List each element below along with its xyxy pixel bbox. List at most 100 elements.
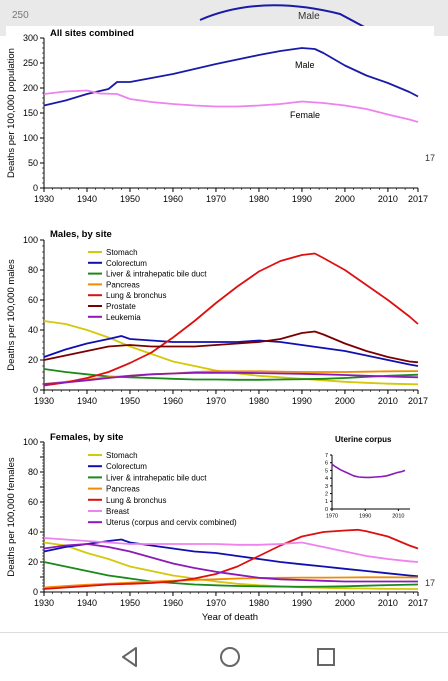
- chart1-x-tick-label: 1980: [249, 396, 269, 406]
- recents-button[interactable]: [312, 643, 340, 671]
- chart3-y-tick-label: 1: [325, 499, 328, 505]
- background-male-line: [199, 4, 371, 31]
- chart0-y-tick-label: 200: [23, 83, 38, 93]
- chart0-y-tick-label: 100: [23, 133, 38, 143]
- chart2-y-tick-label: 20: [28, 557, 38, 567]
- chart0-y-tick-label: 150: [23, 108, 38, 118]
- chart-males-by-site: 0 20 40 60 80 100 1930 1940 1950 1960 1970 1980 1990…: [6, 229, 428, 406]
- chart2-series-line-liver-intrahepatic-bile-duct: [43, 561, 419, 588]
- chart2-legend-label-liver-intrahepatic-bile-duct: Liver & intrahepatic bile duct: [106, 473, 207, 482]
- chart2-x-tick-label: 1960: [163, 598, 183, 608]
- chart1-y-tick-label: 0: [33, 385, 38, 395]
- chart1-x-tick-label: 1950: [120, 396, 140, 406]
- right-edge-label-2: 17: [425, 578, 435, 588]
- background-header: 250 Male: [12, 4, 371, 31]
- chart2-x-tick-label: 1980: [249, 598, 269, 608]
- chart2-series-line-stomach: [43, 541, 419, 590]
- chart2-x-axis-label: Year of death: [202, 612, 258, 623]
- chart2-legend-label-breast: Breast: [106, 507, 130, 516]
- chart1-y-tick-label: 80: [28, 265, 38, 275]
- chart1-series-line-prostate: [43, 330, 419, 364]
- chart2-y-tick-label: 60: [28, 497, 38, 507]
- chart3-y-tick-label: 6: [325, 461, 328, 467]
- back-icon: [122, 647, 137, 667]
- chart1-x-tick-label: 1990: [292, 396, 312, 406]
- recents-icon: [317, 648, 335, 666]
- chart0-x-tick-label: 1930: [34, 194, 54, 204]
- chart-uterine-corpus-inset: 0 1 23 4 56 7 1970 1990 2010 Uterine corpus: [325, 435, 410, 520]
- chart3-y-tick-label: 2: [325, 491, 328, 497]
- chart0-x-tick-label: 2000: [335, 194, 355, 204]
- chart0-x-tick-label: 1950: [120, 194, 140, 204]
- chart2-legend-label-pancreas: Pancreas: [106, 485, 140, 494]
- chart3-y-tick-label: 7: [325, 453, 328, 459]
- background-series-label: Male: [298, 11, 320, 22]
- chart3-x-tick-label: 1970: [326, 514, 338, 520]
- chart1-x-tick-label: 1970: [206, 396, 226, 406]
- chart0-series-label-female: Female: [290, 110, 320, 120]
- chart3-y-tick-label: 0: [325, 507, 328, 513]
- chart3-series-line-0: [331, 463, 406, 479]
- chart2-series-line-lung-bronchus: [43, 528, 419, 590]
- chart1-x-tick-label: 2017: [408, 396, 428, 406]
- chart2-x-tick-label: 1990: [292, 598, 312, 608]
- chart1-x-tick-label: 1960: [163, 396, 183, 406]
- chart1-series-line-lung-bronchus: [43, 252, 419, 387]
- chart0-y-tick-label: 50: [28, 158, 38, 168]
- chart3-x-tick-label: 2010: [392, 514, 404, 520]
- chart2-x-tick-label: 2017: [408, 598, 428, 608]
- right-edge-label: 17: [425, 153, 435, 163]
- chart1-title: Males, by site: [50, 229, 112, 240]
- chart0-x-tick-label: 2010: [378, 194, 398, 204]
- chart1-legend-label-stomach: Stomach: [106, 248, 138, 257]
- chart1-x-tick-label: 2010: [378, 396, 398, 406]
- chart2-x-tick-label: 2010: [378, 598, 398, 608]
- panel-all-sites: [6, 26, 434, 211]
- chart1-legend-label-pancreas: Pancreas: [106, 280, 140, 289]
- chart2-series-line-uterus-corpus-and-cervix-combined: [43, 543, 418, 583]
- chart2-y-tick-label: 40: [28, 527, 38, 537]
- chart2-y-tick-label: 80: [28, 467, 38, 477]
- background-tick-label: 250: [12, 10, 29, 21]
- chart0-x-tick-label: 1940: [77, 194, 97, 204]
- chart2-legend-label-lung-bronchus: Lung & bronchus: [106, 496, 167, 505]
- chart3-title: Uterine corpus: [335, 435, 392, 444]
- chart1-y-tick-label: 40: [28, 325, 38, 335]
- chart1-series-line-leukemia: [43, 371, 419, 385]
- home-button[interactable]: [216, 643, 244, 671]
- chart2-series-line-colorectum: [43, 538, 419, 578]
- chart0-series-line-female: [43, 89, 419, 123]
- chart1-y-tick-label: 20: [28, 355, 38, 365]
- chart0-y-tick-label: 300: [23, 33, 38, 43]
- back-button[interactable]: [116, 643, 144, 671]
- chart2-series-line-breast: [43, 537, 419, 563]
- chart1-legend-label-leukemia: Leukemia: [106, 313, 141, 322]
- chart2-legend-label-colorectum: Colorectum: [106, 462, 147, 471]
- chart2-x-tick-label: 1930: [34, 598, 54, 608]
- chart1-series-line-colorectum: [43, 335, 419, 367]
- chart0-x-tick-label: 1990: [292, 194, 312, 204]
- chart2-y-tick-label: 0: [33, 587, 38, 597]
- chart3-y-tick-label: 5: [325, 468, 328, 474]
- chart3-y-tick-label: 3: [325, 484, 328, 490]
- chart2-x-tick-label: 2000: [335, 598, 355, 608]
- chart1-legend-label-lung-bronchus: Lung & bronchus: [106, 291, 167, 300]
- chart0-series-label-male: Male: [295, 60, 315, 70]
- chart2-x-tick-label: 1950: [120, 598, 140, 608]
- chart1-legend-label-prostate: Prostate: [106, 302, 136, 311]
- chart2-legend-label-stomach: Stomach: [106, 451, 138, 460]
- home-icon: [220, 647, 240, 667]
- chart1-y-tick-label: 100: [23, 235, 38, 245]
- chart1-x-tick-label: 1940: [77, 396, 97, 406]
- chart2-title: Females, by site: [50, 432, 123, 443]
- chart0-x-tick-label: 1980: [249, 194, 269, 204]
- chart1-y-tick-label: 60: [28, 295, 38, 305]
- chart2-legend-label-uterus-corpus-and-cervix-combined: Uterus (corpus and cervix combined): [106, 518, 237, 527]
- chart2-x-tick-label: 1970: [206, 598, 226, 608]
- chart-all-sites: 0 50 100 150 200 250 300 1930 1940 1950 1960 1970 19…: [6, 28, 428, 204]
- inset-background: [318, 434, 416, 524]
- chart1-x-tick-label: 1930: [34, 396, 54, 406]
- chart0-y-axis-label: Deaths per 100,000 population: [6, 48, 17, 178]
